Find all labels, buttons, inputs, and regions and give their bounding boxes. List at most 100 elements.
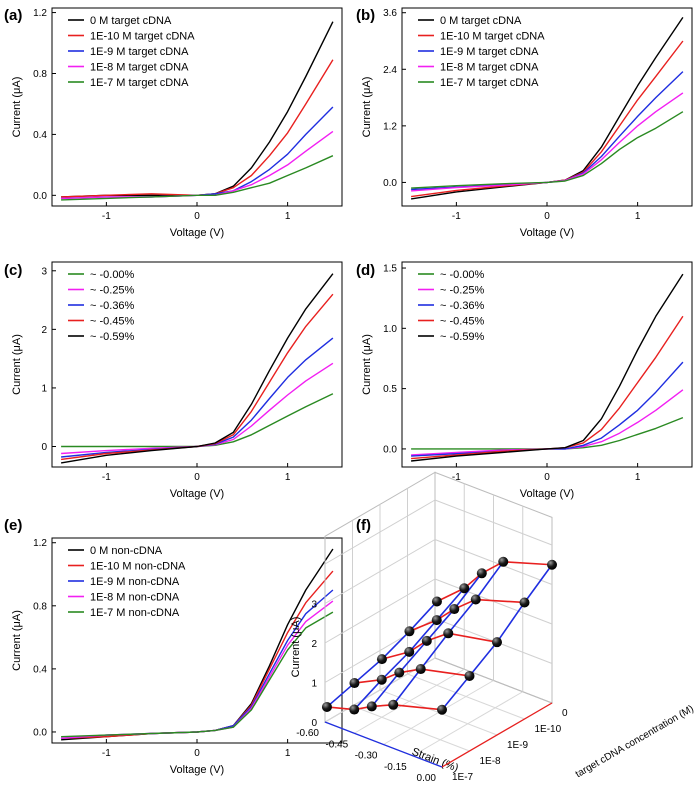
data-point (464, 670, 475, 681)
floor-grid-line (353, 668, 465, 734)
y-tick-label: 0.8 (33, 601, 47, 612)
data-point (431, 615, 442, 626)
legend-label: ~ -0.36% (440, 300, 485, 312)
strain-tick-label: -0.45 (325, 739, 348, 750)
legend-label: 1E-7 M target cDNA (90, 77, 189, 89)
legend-label: ~ -0.59% (90, 331, 135, 343)
x-tick-label: 1 (635, 211, 641, 222)
x-axis-label: Voltage (V) (170, 488, 224, 500)
y-tick-label: 3.6 (383, 8, 397, 19)
chart-panel-d: -1 0 1 0.0 0.5 1.0 1.5 Voltage (V) Current (μA) ~… (361, 261, 693, 500)
panel-label-a: (a) (4, 7, 22, 24)
conc-tick-label: 1E-7 (452, 772, 474, 783)
legend-label: 1E-10 M target cDNA (440, 31, 545, 43)
x-axis-label: Voltage (V) (170, 227, 224, 239)
series-line-blue (411, 71, 684, 191)
y-axis-label: Current (μA) (361, 77, 373, 138)
legend-label: 0 M non-cDNA (90, 545, 163, 557)
series-line-black (61, 21, 334, 198)
data-point (547, 559, 557, 570)
conc-tick-label: 0 (562, 708, 568, 719)
data-point (470, 594, 481, 605)
series-line-red (411, 315, 684, 460)
data-point (476, 568, 487, 579)
y-tick-label: 0.5 (383, 384, 397, 395)
data-point (459, 583, 470, 594)
y-tick-label: 1.0 (383, 324, 397, 335)
y-tick-label: 0.0 (383, 444, 397, 455)
series-line-magenta (61, 130, 334, 200)
legend-label: ~ -0.00% (440, 269, 485, 281)
y-tick-label: 1.2 (383, 121, 397, 132)
data-point (492, 637, 502, 648)
y-tick-label: 2 (41, 325, 47, 336)
legend-label: 1E-8 M target cDNA (440, 62, 539, 74)
conc-line (426, 608, 455, 642)
series-line-magenta (411, 92, 684, 192)
x-tick-label: -1 (452, 472, 461, 483)
conc-tick-label: 1E-8 (480, 756, 502, 767)
y-tick-label: 0.0 (33, 191, 47, 202)
series-line-black (411, 273, 684, 462)
x-tick-label: 1 (285, 472, 291, 483)
x-tick-label: -1 (102, 211, 111, 222)
data-point (321, 701, 332, 712)
x-axis-label: Voltage (V) (520, 227, 574, 239)
series-line-green (61, 155, 334, 201)
legend-label: ~ -0.00% (90, 269, 135, 281)
chart-panel-b: -1 0 1 0.0 1.2 2.4 3.6 Voltage (V) Current (μA) 0… (361, 7, 693, 239)
y-tick-label: 0.0 (383, 178, 397, 189)
x-tick-label: -1 (102, 472, 111, 483)
series-line-magenta (411, 389, 684, 456)
y-tick-label: 1 (41, 383, 47, 394)
data-point (519, 597, 530, 608)
series-line-red (61, 59, 334, 198)
legend-label: 1E-7 M non-cDNA (90, 607, 180, 619)
data-point (404, 646, 415, 657)
legend-label: 0 M target cDNA (90, 15, 172, 27)
conc-tick-label: 1E-9 (507, 740, 529, 751)
strain-line (436, 587, 465, 603)
y-axis-label: Current (μA) (361, 334, 373, 395)
data-point (498, 556, 509, 567)
strain-tick-label: -0.30 (355, 751, 378, 762)
legend-label: ~ -0.45% (90, 316, 135, 328)
legend-label: ~ -0.25% (90, 285, 135, 297)
x-tick-label: 0 (544, 211, 550, 222)
data-point (449, 604, 460, 615)
strain-line (420, 668, 470, 677)
data-point (349, 678, 360, 689)
data-point (394, 667, 405, 678)
x-axis-label: Voltage (V) (520, 488, 574, 500)
conc-line (496, 602, 526, 643)
y-axis-label: Current (μA) (11, 77, 23, 138)
conc-line (381, 630, 411, 660)
z-tick-label: 2 (311, 639, 317, 650)
legend-label: 1E-8 M target cDNA (90, 62, 189, 74)
chart-panel-a: -1 0 1 0.0 0.4 0.8 1.2 Voltage (V) Current (μA) 0… (11, 7, 343, 239)
conc-line (420, 632, 449, 670)
series-line-green (61, 393, 334, 448)
y-axis-label: Current (μA) (11, 334, 23, 395)
series-line-green (61, 611, 334, 738)
y-tick-label: 1.2 (33, 538, 47, 549)
series-line-red (61, 293, 334, 461)
data-point (443, 628, 454, 639)
z-tick-label: 1 (311, 679, 317, 690)
legend-label: ~ -0.36% (90, 300, 135, 312)
series-line-black (410, 17, 684, 200)
x-tick-label: 0 (194, 748, 200, 759)
data-point (404, 626, 415, 637)
y-tick-label: 1.2 (33, 8, 47, 19)
series-line-black (60, 273, 334, 464)
data-point (421, 635, 432, 646)
data-point (376, 654, 387, 665)
chart-panel-f: 0 1 2 3 Current (μA) -0.60 -0.45 -0.30 -0.15 0.00… (290, 471, 696, 784)
data-point (349, 704, 360, 715)
x-tick-label: 0 (194, 472, 200, 483)
legend-label: 1E-7 M target cDNA (440, 77, 539, 89)
x-tick-label: -1 (452, 211, 461, 222)
series-line-green (411, 111, 684, 189)
legend-label: 0 M target cDNA (440, 15, 522, 27)
legend-label: 1E-10 M non-cDNA (90, 561, 186, 573)
